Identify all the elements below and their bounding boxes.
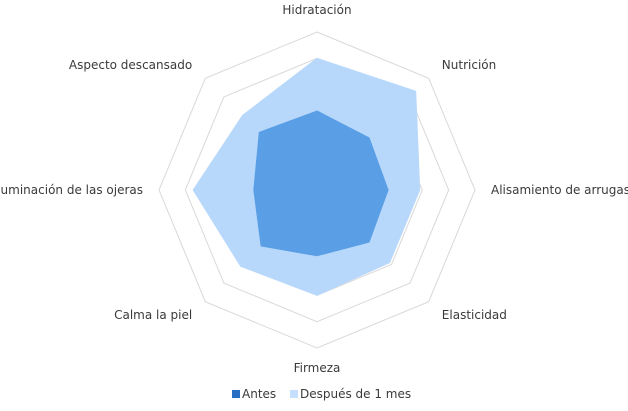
legend-swatch-despues [290,390,298,398]
axis-label-aspecto-descansado: Aspecto descansado [69,58,192,72]
axis-labels: Hidratación Nutrición Alisamiento de arrug… [0,3,628,375]
axis-label-calma-la-piel: Calma la piel [114,308,192,322]
grid-ring-5 [184,57,450,323]
axis-label-iluminacion-de-las-ojeras: Iluminación de las ojeras [0,183,143,197]
axis-label-firmeza: Firmeza [294,361,341,375]
series-layer [192,57,421,296]
legend: Antes Después de 1 mes [232,387,411,401]
axis-label-hidratacion: Hidratación [282,3,351,17]
legend-label-antes: Antes [242,387,276,401]
axis-label-alisamiento-de-arrugas: Alisamiento de arrugas [491,183,628,197]
series-area-antes [253,110,389,257]
axis-label-nutricion: Nutrición [442,58,496,72]
axis-label-elasticidad: Elasticidad [442,308,507,322]
legend-label-despues: Después de 1 mes [300,387,411,401]
legend-swatch-antes [232,390,240,398]
grid-ring-6 [158,31,476,349]
